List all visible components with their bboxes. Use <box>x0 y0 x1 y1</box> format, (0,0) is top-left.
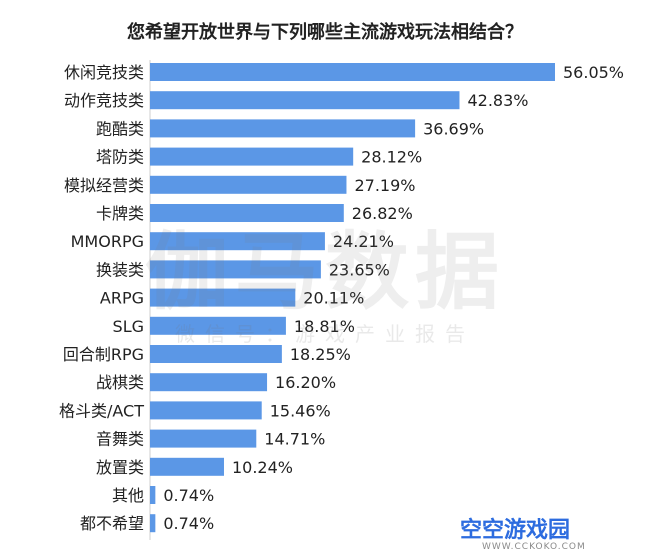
bar <box>150 429 257 448</box>
value-label: 36.69% <box>423 119 484 138</box>
bar <box>150 119 416 138</box>
category-label: 音舞类 <box>96 430 144 449</box>
value-label: 16.20% <box>275 373 336 392</box>
bar <box>150 91 460 110</box>
category-label: SLG <box>113 317 144 336</box>
value-label: 0.74% <box>163 514 214 533</box>
bar <box>150 514 156 533</box>
category-label: MMORPG <box>71 232 144 251</box>
category-label: 塔防类 <box>96 148 144 167</box>
value-label: 27.19% <box>354 176 415 195</box>
bar <box>150 204 344 222</box>
category-label: 跑酷类 <box>96 119 144 138</box>
value-label: 42.83% <box>467 91 528 110</box>
category-label: 格斗类/ACT <box>59 401 144 420</box>
bar <box>150 147 354 166</box>
category-label: 卡牌类 <box>96 204 144 223</box>
category-label: 其他 <box>112 486 144 505</box>
bar <box>150 345 282 363</box>
value-labels: 56.05% 42.83% 36.69%28.12% 27.19% 26.82% 24.2… <box>163 63 624 533</box>
value-label: 10.24% <box>232 458 293 477</box>
bar <box>150 316 286 335</box>
category-label: 回合制RPG <box>63 345 144 364</box>
bar <box>150 175 347 194</box>
bar <box>150 486 156 504</box>
bar <box>150 457 224 476</box>
logo-text: 空空游戏园 <box>460 518 571 543</box>
category-label: 模拟经营类 <box>64 176 144 195</box>
value-label: 26.82% <box>352 204 413 223</box>
value-label: 23.65% <box>329 260 390 279</box>
site-logo: 空空游戏园 WWW.CCKOKO.COM <box>452 510 640 556</box>
value-label: 0.74% <box>163 486 214 505</box>
value-label: 18.81% <box>294 317 355 336</box>
category-label: 战棋类 <box>96 373 144 392</box>
category-label: 换装类 <box>96 260 144 279</box>
category-label: ARPG <box>100 289 144 308</box>
bar <box>150 232 325 251</box>
logo-url: WWW.CCKOKO.COM <box>482 542 586 552</box>
value-label: 15.46% <box>270 401 331 420</box>
bar <box>150 288 296 307</box>
category-label: 休闲竞技类 <box>64 63 144 82</box>
chart-title: 您希望开放世界与下列哪些主流游戏玩法相结合？ <box>127 22 523 43</box>
bar <box>150 260 321 279</box>
value-label: 18.25% <box>290 345 351 364</box>
category-label: 都不希望 <box>80 514 144 533</box>
bar <box>150 63 555 81</box>
value-label: 14.71% <box>264 430 325 449</box>
value-label: 28.12% <box>361 148 422 167</box>
bar <box>150 401 262 420</box>
bars-group <box>150 63 555 533</box>
value-label: 24.21% <box>333 232 394 251</box>
category-label: 动作竞技类 <box>64 91 144 110</box>
category-label: 放置类 <box>96 458 144 477</box>
value-label: 20.11% <box>303 289 364 308</box>
value-label: 56.05% <box>563 63 624 82</box>
bar <box>150 373 268 392</box>
